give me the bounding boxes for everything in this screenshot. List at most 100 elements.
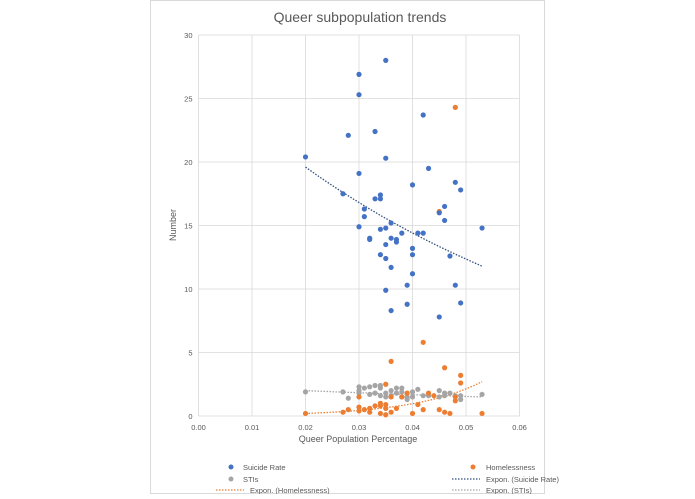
x-tick-label: 0.00 <box>191 423 206 432</box>
point-homelessness <box>458 372 464 378</box>
x-tick-label: 0.05 <box>459 423 474 432</box>
point-suicide-rate <box>356 170 362 177</box>
point-suicide-rate <box>415 230 421 236</box>
point-suicide-rate <box>377 226 383 232</box>
point-suicide-rate <box>447 253 453 259</box>
chart-title: Queer subpopulation trends <box>274 9 447 25</box>
point-suicide-rate <box>345 132 351 138</box>
point-homelessness <box>345 407 351 413</box>
point-suicide-rate <box>383 255 389 262</box>
point-stis <box>447 390 453 396</box>
point-homelessness <box>447 410 453 417</box>
point-homelessness <box>388 409 394 415</box>
point-homelessness <box>415 401 421 408</box>
point-homelessness <box>393 405 400 411</box>
x-tick-label: 0.06 <box>512 423 527 432</box>
point-suicide-rate <box>383 241 389 248</box>
x-tick-label: 0.03 <box>352 423 367 432</box>
point-suicide-rate <box>409 245 416 251</box>
point-stis <box>399 385 405 391</box>
x-tick-label: 0.04 <box>405 423 420 432</box>
point-suicide-rate <box>383 155 389 161</box>
point-suicide-rate <box>399 230 405 236</box>
point-homelessness <box>367 405 373 411</box>
point-stis <box>479 391 485 398</box>
legend: Suicide Rate Homelessness STIs Expon. (S… <box>216 463 559 495</box>
point-homelessness <box>399 394 405 400</box>
point-stis <box>345 395 351 401</box>
point-stis <box>404 396 410 403</box>
point-suicide-rate <box>452 179 458 185</box>
point-homelessness <box>356 408 362 414</box>
point-homelessness <box>420 407 426 413</box>
chart-border <box>150 0 545 494</box>
point-stis <box>458 396 464 403</box>
point-stis <box>367 391 373 398</box>
point-suicide-rate <box>372 196 378 202</box>
legend-label-homelessness: Homelessness <box>486 463 535 472</box>
point-stis <box>409 394 416 400</box>
point-suicide-rate <box>356 71 362 77</box>
point-homelessness <box>420 339 426 345</box>
point-homelessness <box>409 410 416 417</box>
point-homelessness <box>388 394 394 400</box>
point-stis <box>356 384 362 390</box>
point-suicide-rate <box>458 187 464 193</box>
point-suicide-rate <box>436 210 442 216</box>
legend-marker-suicide-rate <box>228 464 234 470</box>
y-tick-label: 5 <box>188 349 192 358</box>
point-stis <box>372 382 378 389</box>
point-suicide-rate <box>356 92 362 98</box>
point-suicide-rate <box>388 220 394 226</box>
point-homelessness <box>356 394 362 400</box>
point-stis <box>458 393 464 399</box>
y-tick-label: 10 <box>184 285 192 294</box>
y-tick-label: 0 <box>188 412 192 421</box>
point-suicide-rate <box>409 271 416 277</box>
point-homelessness <box>383 412 389 418</box>
point-homelessness <box>361 407 367 413</box>
point-suicide-rate <box>367 236 373 243</box>
point-stis <box>436 394 442 400</box>
point-stis <box>361 385 367 391</box>
y-tick-label: 15 <box>184 222 192 231</box>
point-stis <box>302 389 309 395</box>
point-stis <box>442 390 448 396</box>
point-suicide-rate <box>388 264 394 271</box>
x-tick-label: 0.02 <box>298 423 313 432</box>
legend-marker-stis <box>228 476 234 482</box>
point-stis <box>388 388 394 394</box>
point-suicide-rate <box>458 300 464 306</box>
x-axis-label: Queer Population Percentage <box>299 434 418 444</box>
point-suicide-rate <box>388 307 394 314</box>
point-homelessness <box>436 407 442 413</box>
point-homelessness <box>425 390 432 396</box>
point-homelessness <box>383 405 389 411</box>
point-homelessness <box>340 409 346 415</box>
point-suicide-rate <box>420 112 426 118</box>
y-tick-label: 30 <box>184 31 192 40</box>
point-stis <box>393 390 400 396</box>
legend-label-expon-homelessness: Expon. (Homelessness) <box>250 486 330 494</box>
point-suicide-rate <box>404 301 410 307</box>
point-suicide-rate <box>361 214 367 220</box>
point-suicide-rate <box>404 282 410 288</box>
point-homelessness <box>388 358 394 364</box>
gridlines <box>198 34 520 417</box>
point-homelessness <box>302 410 309 417</box>
point-suicide-rate <box>377 192 383 198</box>
point-suicide-rate <box>452 282 458 288</box>
legend-label-stis: STIs <box>243 475 259 484</box>
point-homelessness <box>356 404 362 410</box>
point-stis <box>393 385 400 391</box>
point-homelessness <box>452 394 458 400</box>
point-suicide-rate <box>393 236 400 243</box>
point-stis <box>420 393 426 399</box>
point-suicide-rate <box>340 191 346 197</box>
point-suicide-rate <box>479 225 485 231</box>
trendline-expon-stis <box>305 389 483 398</box>
point-stis <box>415 386 421 392</box>
point-stis <box>367 384 373 390</box>
y-tick-label: 25 <box>184 95 192 104</box>
